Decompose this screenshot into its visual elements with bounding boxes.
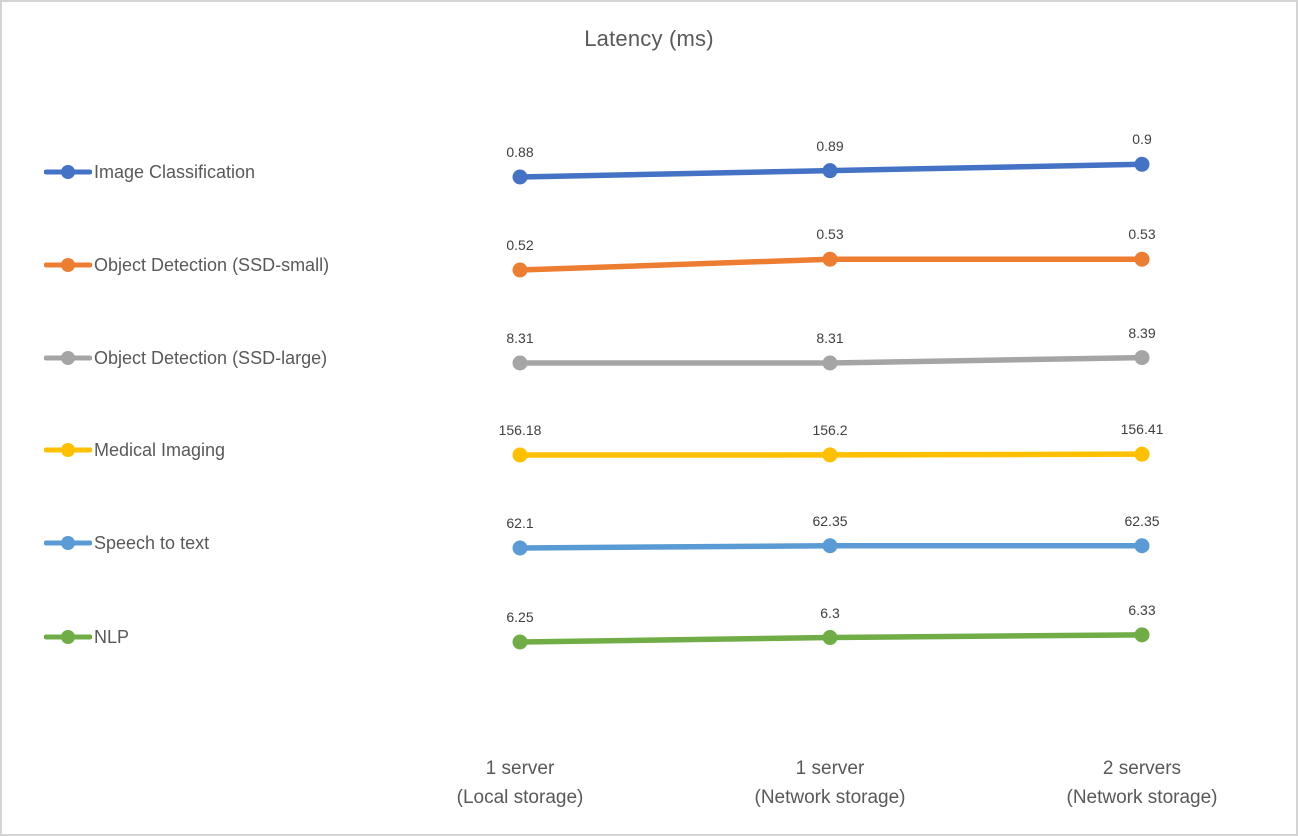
chart-title: Latency (ms): [584, 26, 714, 51]
legend-label: Medical Imaging: [94, 439, 226, 460]
x-axis-category: 1 server (Local storage): [370, 754, 670, 812]
data-label: 62.35: [812, 512, 848, 529]
data-point-marker: [1134, 627, 1150, 643]
data-label: 156.41: [1120, 421, 1164, 438]
legend-label: Object Detection (SSD-small): [94, 254, 330, 275]
data-label: 0.53: [1128, 226, 1156, 243]
data-label: 62.35: [1124, 512, 1160, 529]
legend-label: Speech to text: [94, 532, 210, 553]
data-point-marker: [1134, 538, 1150, 554]
legend-line-marker-icon: [44, 630, 92, 644]
data-label: 156.2: [812, 421, 848, 438]
x-axis-category-line2: (Network storage): [1066, 787, 1218, 808]
data-label: 0.9: [1132, 131, 1152, 148]
data-point-marker: [1134, 156, 1150, 172]
legend-item: Object Detection (SSD-small): [44, 254, 329, 276]
data-point-marker: [822, 447, 838, 463]
data-label: 62.1: [506, 515, 534, 531]
data-point-marker: [822, 538, 838, 554]
legend-item: Image Classification: [44, 161, 255, 183]
data-label: 156.18: [498, 422, 542, 438]
data-label: 8.31: [816, 330, 844, 346]
data-point-marker: [1134, 251, 1150, 267]
data-label: 0.88: [506, 144, 534, 160]
data-label: 8.39: [1128, 324, 1156, 341]
data-point-marker: [512, 540, 528, 556]
data-point-marker: [822, 251, 838, 267]
legend-line-marker-icon: [44, 443, 92, 457]
data-point-marker: [822, 630, 838, 646]
legend-label: Object Detection (SSD-large): [94, 347, 328, 368]
legend-line-marker-icon: [44, 351, 92, 365]
data-point-marker: [512, 262, 528, 278]
data-point-marker: [512, 169, 528, 185]
data-point-marker: [822, 355, 838, 371]
data-label: 6.25: [506, 609, 534, 625]
legend-line-marker-icon: [44, 165, 92, 179]
data-point-marker: [512, 447, 528, 463]
legend-item: Speech to text: [44, 532, 209, 554]
data-point-marker: [1134, 350, 1150, 366]
data-point-marker: [512, 634, 528, 650]
legend-line-marker-icon: [44, 536, 92, 550]
x-axis-category-line1: 2 servers: [1102, 758, 1182, 779]
x-axis-category: 2 servers (Network storage): [992, 754, 1292, 812]
legend-line-marker-icon: [44, 258, 92, 272]
x-axis-category-line1: 1 server: [485, 758, 555, 779]
data-label: 6.33: [1128, 601, 1156, 618]
x-axis-category: 1 server (Network storage): [680, 754, 980, 812]
data-label: 0.52: [506, 237, 534, 253]
data-point-marker: [1134, 446, 1150, 462]
legend-label: Image Classification: [94, 161, 256, 182]
x-axis-category-line2: (Network storage): [754, 787, 906, 808]
data-point-marker: [822, 163, 838, 179]
data-point-marker: [512, 355, 528, 371]
x-axis-category-line1: 1 server: [795, 758, 865, 779]
legend-item: Medical Imaging: [44, 439, 225, 461]
legend-label: NLP: [94, 626, 130, 647]
data-label: 0.89: [816, 137, 844, 154]
x-axis-category-line2: (Local storage): [456, 787, 584, 808]
data-label: 6.3: [820, 604, 840, 621]
data-label: 8.31: [506, 330, 534, 346]
legend-item: NLP: [44, 626, 129, 648]
data-label: 0.53: [816, 226, 844, 243]
legend-item: Object Detection (SSD-large): [44, 347, 327, 369]
